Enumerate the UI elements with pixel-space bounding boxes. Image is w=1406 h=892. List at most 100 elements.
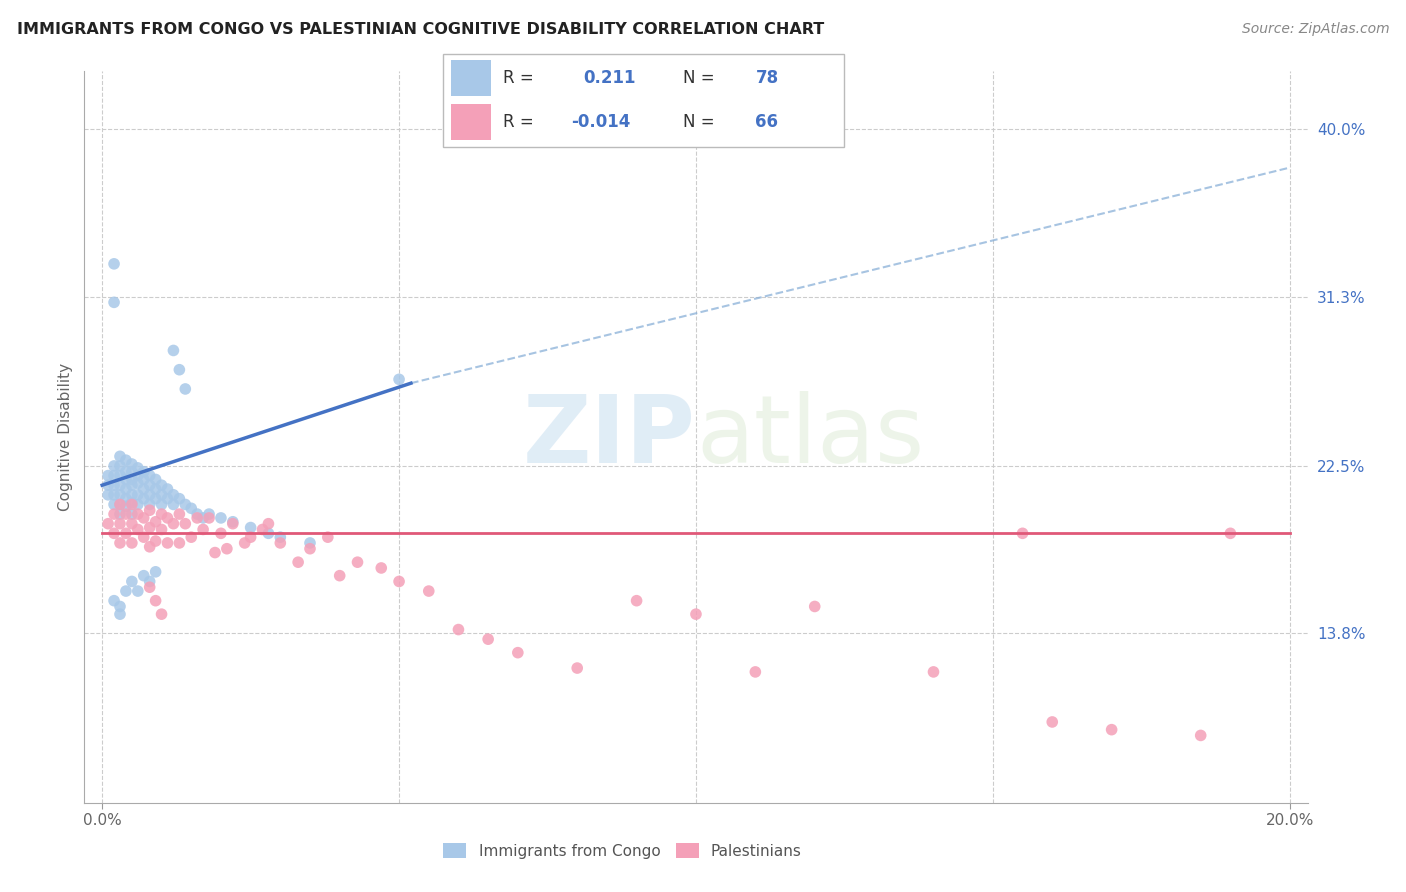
Point [150,488,173,502]
Point [132,568,155,582]
Point [1040,714,1063,729]
Point [138,540,160,554]
Point [138,488,160,502]
Point [108,516,131,531]
Point [186,511,208,525]
Text: R =: R = [503,113,534,131]
Point [115,584,138,599]
Point [215,541,238,556]
Point [239,520,262,534]
Point [115,500,138,514]
Point [115,507,138,521]
Point [316,530,339,544]
Point [115,453,138,467]
Point [108,458,131,473]
Point [257,526,280,541]
Point [121,498,143,512]
Point [150,523,173,537]
FancyBboxPatch shape [451,104,491,140]
Point [198,511,221,525]
Text: ZIP: ZIP [523,391,696,483]
Point [506,646,529,660]
Point [174,498,197,512]
Point [447,623,470,637]
FancyBboxPatch shape [451,60,491,95]
Point [121,516,143,531]
Point [108,450,131,464]
Point [108,599,131,614]
Point [115,491,138,506]
Point [252,523,274,537]
Point [127,468,149,483]
Point [132,530,155,544]
Point [121,478,143,492]
Text: -0.014: -0.014 [571,113,630,131]
Point [298,541,321,556]
Point [269,530,291,544]
Point [121,472,143,486]
Point [115,465,138,479]
Text: 78: 78 [755,69,779,87]
Point [162,516,184,531]
Point [287,555,309,569]
Point [145,593,167,607]
Point [138,468,160,483]
Y-axis label: Cognitive Disability: Cognitive Disability [58,363,73,511]
Point [132,482,155,496]
Point [108,498,131,512]
Point [103,478,125,492]
Point [169,362,191,376]
Point [108,536,131,550]
Point [121,507,143,521]
Legend: Immigrants from Congo, Palestinians: Immigrants from Congo, Palestinians [437,837,808,864]
Point [204,545,226,559]
Point [103,593,125,607]
Point [222,516,245,531]
Point [108,607,131,622]
Point [97,488,120,502]
Point [329,568,352,582]
Point [127,584,149,599]
Point [346,555,368,569]
Point [222,515,245,529]
Point [156,536,179,550]
Text: Source: ZipAtlas.com: Source: ZipAtlas.com [1241,22,1389,37]
Point [108,507,131,521]
Point [198,507,221,521]
Point [145,534,167,549]
Text: N =: N = [683,113,714,131]
Point [138,478,160,492]
Point [150,478,173,492]
Point [97,478,120,492]
Point [744,665,766,679]
Point [108,468,131,483]
Point [156,491,179,506]
Point [1011,526,1033,541]
Point [108,488,131,502]
Point [298,536,321,550]
Point [174,516,197,531]
Point [108,478,131,492]
Point [239,530,262,544]
Point [145,515,167,529]
Point [186,507,208,521]
Point [127,507,149,521]
Point [477,632,499,647]
Point [138,574,160,589]
Point [138,503,160,517]
Point [1189,728,1212,742]
Point [103,498,125,512]
Point [150,607,173,622]
Point [370,561,392,575]
Point [103,468,125,483]
Point [132,491,155,506]
Point [103,526,125,541]
Point [121,457,143,471]
Point [685,607,707,622]
Point [1101,723,1123,737]
Text: 0.211: 0.211 [583,69,636,87]
Point [150,507,173,521]
Point [97,468,120,483]
Point [103,507,125,521]
Point [132,511,155,525]
